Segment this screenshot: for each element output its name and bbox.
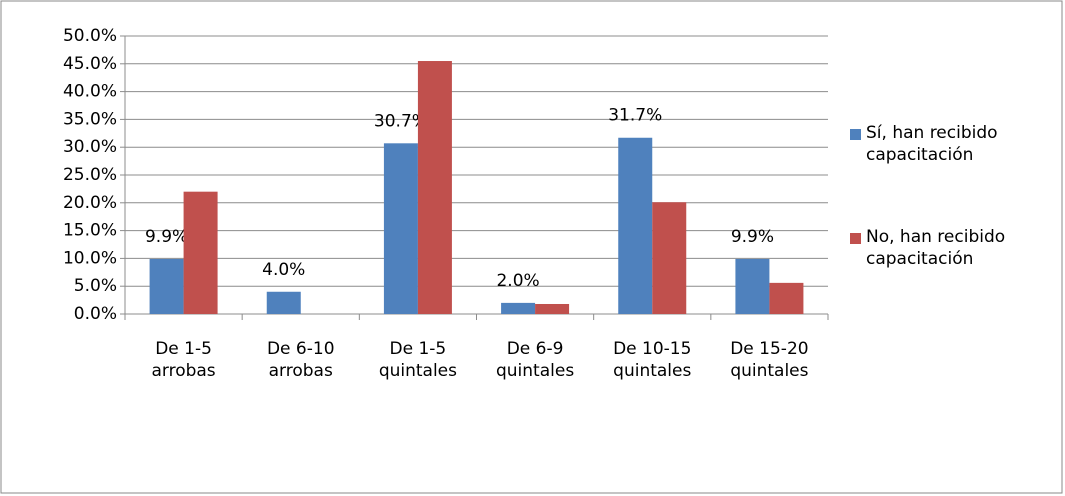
legend-label-box: Sí, han recibido capacitación [866,123,998,165]
data-label: 9.9% [731,227,774,247]
legend-swatch [850,233,861,244]
data-label: 31.7% [608,106,662,126]
y-tick-label: 10.0% [63,248,117,268]
x-tick-label-box: De 6-9 quintales [495,339,575,381]
y-tick-label: 5.0% [74,276,117,296]
y-tick-label: 35.0% [63,109,117,129]
x-tick-label-box: De 1-5 arrobas [151,339,216,381]
y-tick-label: 15.0% [63,221,117,241]
x-tick-label-box: De 6-10 arrobas [266,339,335,381]
y-tick-label: 30.0% [63,137,117,157]
data-label: 2.0% [496,271,539,291]
bar [183,191,218,314]
legend-swatch [850,129,861,140]
y-tick-label: 25.0% [63,165,117,185]
y-tick-label: 0.0% [74,304,117,324]
x-tick-label-box: De 10-15 quintales [613,339,692,381]
x-tick-label: De 1-5 quintales [378,339,457,381]
bar [149,258,184,314]
x-tick-label: De 1-5 arrobas [151,339,216,381]
data-label: 30.7% [374,111,428,131]
bar [652,202,687,314]
x-tick-label-box: De 15-20 quintales [730,339,809,381]
legend-label: No, han recibido capacitación [866,227,1006,269]
bar [769,282,804,314]
bar [501,302,536,314]
y-tick-label: 45.0% [63,54,117,74]
legend-label: Sí, han recibido capacitación [866,123,998,165]
y-tick-label: 40.0% [63,82,117,102]
data-label: 9.9% [145,227,188,247]
x-tick-label-box: De 1-5 quintales [378,339,457,381]
x-tick-label: De 6-10 arrobas [266,339,335,381]
y-tick-label: 50.0% [63,26,117,46]
x-tick-label: De 6-9 quintales [495,339,575,381]
bar [417,61,452,314]
legend-label-box: No, han recibido capacitación [866,227,1006,269]
y-tick-label: 20.0% [63,193,117,213]
x-tick-label: De 10-15 quintales [613,339,692,381]
data-label: 4.0% [262,260,305,280]
bar [535,303,570,314]
bar [266,291,301,314]
bar [735,258,770,314]
x-tick-label: De 15-20 quintales [730,339,809,381]
bar [383,143,418,314]
bar [618,137,653,314]
